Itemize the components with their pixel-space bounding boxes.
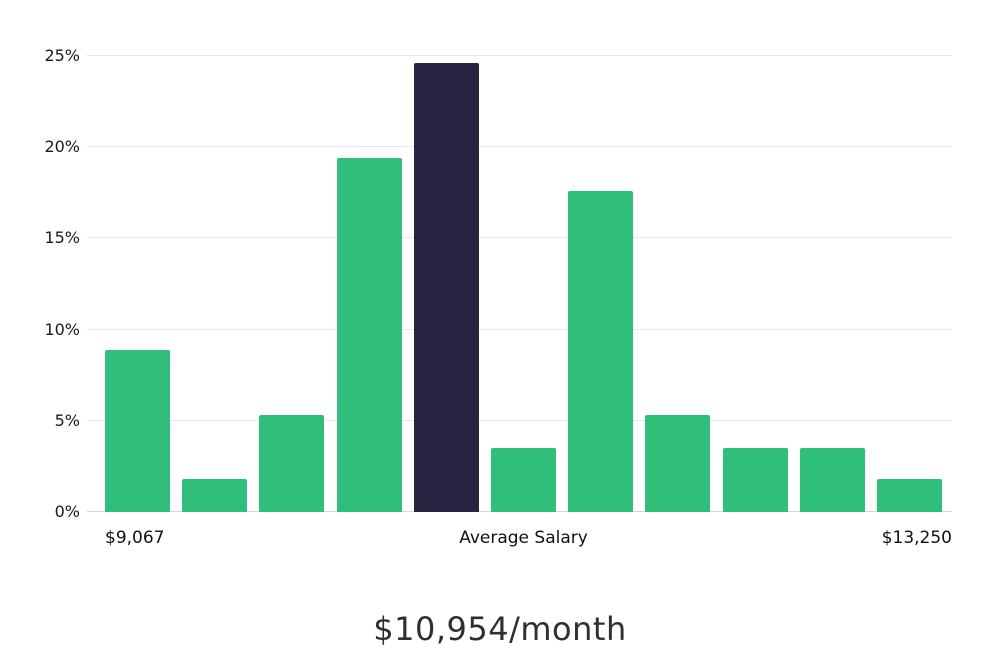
bar bbox=[799, 448, 865, 512]
x-label-max-salary: $13,250 bbox=[881, 528, 952, 548]
x-label-average-salary: Average Salary bbox=[459, 528, 588, 548]
y-tick-label: 5% bbox=[54, 410, 80, 430]
average-salary-value: $10,954/month bbox=[373, 610, 627, 648]
y-tick-label: 0% bbox=[54, 502, 80, 521]
bar bbox=[105, 349, 170, 512]
y-axis: 0% 5% 10% 15% 20% 25% bbox=[0, 48, 80, 520]
bar bbox=[876, 479, 942, 512]
bar bbox=[259, 415, 325, 512]
plot-area bbox=[87, 55, 952, 512]
gridline bbox=[87, 237, 952, 239]
bar bbox=[568, 190, 634, 512]
bar bbox=[645, 415, 711, 512]
gridline bbox=[87, 146, 952, 148]
y-tick-label: 20% bbox=[44, 137, 80, 157]
bar bbox=[722, 448, 788, 512]
x-label-min-salary: $9,067 bbox=[105, 528, 165, 548]
bar bbox=[490, 448, 556, 512]
bar-average-highlighted bbox=[413, 63, 479, 512]
y-tick-label: 15% bbox=[44, 228, 80, 248]
x-axis: $9,067 Average Salary $13,250 bbox=[95, 528, 952, 552]
y-tick-label: 25% bbox=[44, 46, 80, 65]
bar bbox=[182, 479, 248, 512]
bar bbox=[336, 158, 402, 512]
gridline bbox=[87, 55, 952, 56]
gridline bbox=[87, 328, 952, 330]
bars bbox=[105, 56, 942, 512]
gridline bbox=[87, 419, 952, 421]
y-tick-label: 10% bbox=[44, 319, 80, 339]
